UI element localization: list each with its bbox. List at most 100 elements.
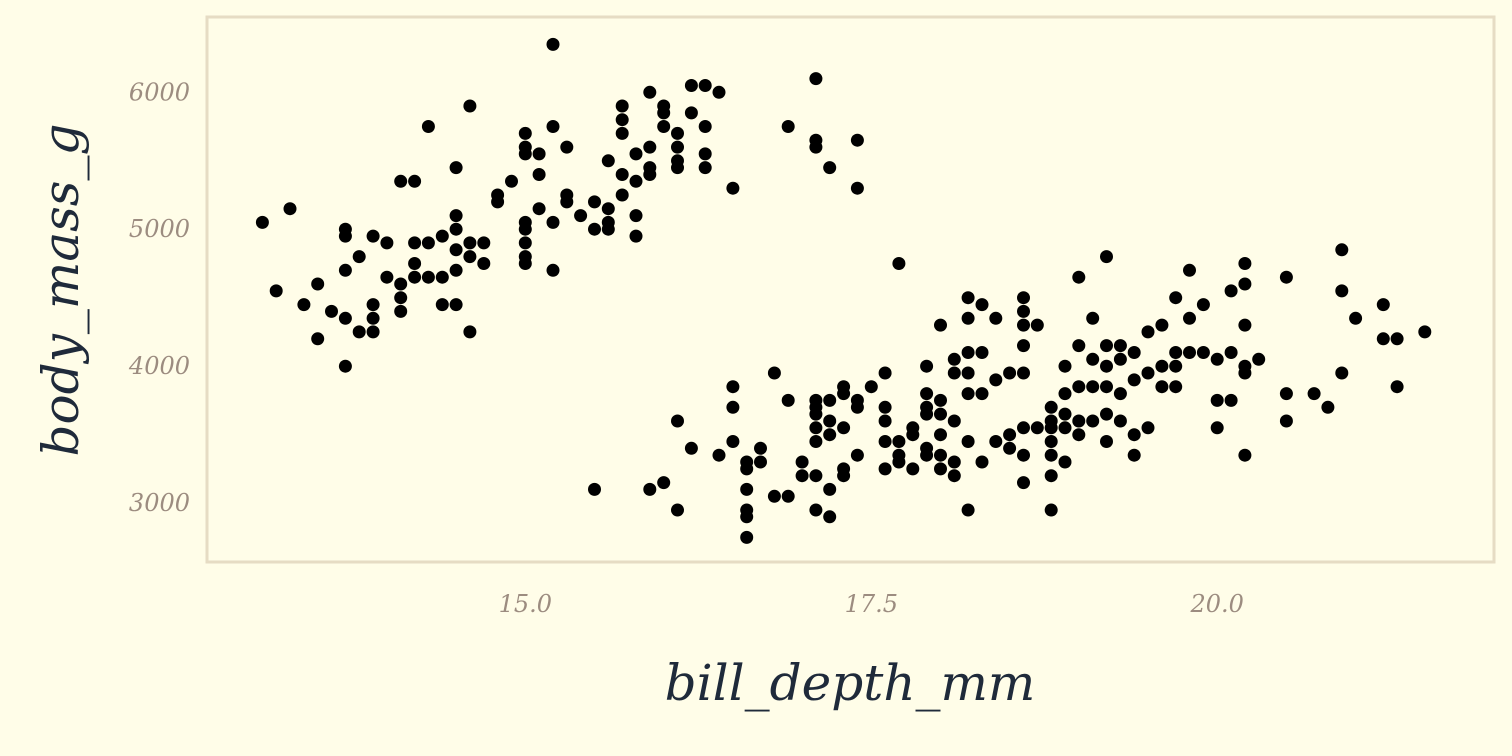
data-point — [934, 318, 947, 332]
data-point — [1113, 339, 1127, 353]
data-point — [671, 140, 684, 154]
data-point — [1252, 352, 1266, 366]
data-point — [961, 291, 975, 305]
data-point — [1100, 359, 1113, 373]
data-point — [878, 435, 892, 448]
data-point — [1003, 441, 1017, 455]
data-point — [1390, 380, 1404, 394]
y-tick-label: 6000 — [129, 78, 190, 106]
data-point — [366, 325, 380, 339]
data-point — [809, 421, 823, 435]
data-point — [643, 482, 657, 496]
data-point — [1044, 503, 1058, 517]
data-point — [1127, 448, 1141, 462]
data-point — [269, 284, 283, 298]
data-point — [1238, 448, 1252, 462]
data-point — [255, 215, 269, 229]
data-point — [1030, 318, 1044, 332]
data-point — [1044, 414, 1058, 428]
data-point — [1155, 380, 1169, 394]
x-axis-ticks: 15.0 17.5 20.0 — [499, 590, 1244, 618]
data-point — [1210, 352, 1224, 366]
data-point — [837, 421, 851, 435]
data-point — [1030, 421, 1044, 435]
data-point — [408, 174, 422, 188]
data-point — [546, 263, 560, 277]
data-point — [449, 222, 463, 236]
data-point — [767, 366, 781, 380]
data-point — [449, 298, 463, 312]
data-point — [878, 366, 892, 380]
data-point — [518, 140, 532, 154]
data-point — [338, 311, 352, 325]
data-point — [809, 435, 823, 448]
data-point — [1017, 421, 1030, 435]
data-point — [1100, 407, 1113, 421]
data-point — [283, 202, 297, 216]
data-point — [1376, 332, 1390, 346]
data-point — [560, 195, 574, 209]
data-point — [463, 325, 477, 339]
data-point — [421, 120, 435, 133]
data-point — [657, 106, 671, 120]
data-point — [463, 236, 477, 250]
data-point — [1058, 387, 1072, 401]
data-point — [671, 503, 684, 517]
data-point — [352, 250, 366, 264]
data-point — [643, 168, 657, 181]
data-point — [366, 229, 380, 243]
data-point — [394, 277, 408, 291]
data-point — [643, 85, 657, 99]
data-point — [546, 120, 560, 133]
data-point — [1183, 346, 1196, 359]
data-point — [754, 441, 767, 455]
data-point — [975, 455, 989, 469]
data-point — [1307, 387, 1321, 401]
data-point — [961, 366, 975, 380]
data-point — [1390, 332, 1404, 346]
data-point — [864, 380, 878, 394]
data-point — [518, 250, 532, 264]
data-point — [435, 270, 449, 284]
data-point — [352, 325, 366, 339]
data-point — [947, 366, 961, 380]
data-point — [934, 393, 947, 407]
data-point — [338, 222, 352, 236]
data-point — [311, 277, 325, 291]
data-point — [1279, 414, 1293, 428]
data-point — [1072, 428, 1086, 442]
data-point — [961, 346, 975, 359]
data-point — [961, 387, 975, 401]
data-point — [740, 482, 754, 496]
data-point — [588, 482, 601, 496]
data-point — [380, 236, 394, 250]
data-point — [1183, 263, 1196, 277]
data-point — [671, 126, 684, 140]
data-point — [643, 140, 657, 154]
data-point — [1169, 346, 1183, 359]
data-point — [1279, 270, 1293, 284]
data-point — [532, 168, 546, 181]
data-point — [1238, 277, 1252, 291]
data-point — [449, 161, 463, 175]
data-point — [809, 72, 823, 86]
data-point — [850, 448, 864, 462]
data-point — [1017, 448, 1030, 462]
data-point — [809, 469, 823, 483]
data-point — [947, 469, 961, 483]
data-point — [1335, 243, 1349, 257]
data-point — [823, 161, 837, 175]
points-layer — [255, 37, 1432, 544]
data-point — [684, 106, 698, 120]
data-point — [1238, 318, 1252, 332]
data-point — [601, 222, 615, 236]
data-point — [823, 428, 837, 442]
data-point — [1169, 359, 1183, 373]
data-point — [421, 270, 435, 284]
data-point — [795, 469, 809, 483]
data-point — [463, 250, 477, 264]
data-point — [989, 311, 1003, 325]
data-point — [698, 161, 712, 175]
data-point — [477, 257, 491, 270]
